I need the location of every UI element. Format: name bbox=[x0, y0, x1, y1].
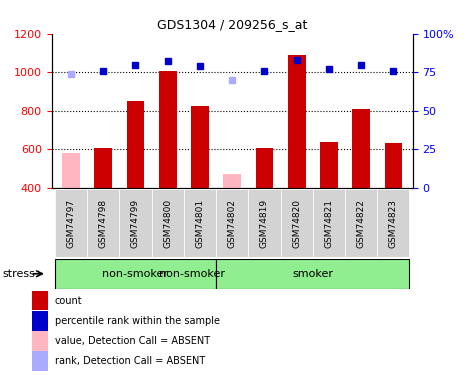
Bar bbox=[62, 153, 80, 188]
Bar bbox=[32, 291, 48, 310]
Text: GSM74800: GSM74800 bbox=[163, 199, 172, 248]
Bar bbox=[216, 259, 409, 289]
Bar bbox=[127, 101, 144, 188]
Bar bbox=[159, 71, 176, 188]
Bar bbox=[320, 142, 338, 188]
FancyBboxPatch shape bbox=[151, 189, 184, 257]
Text: stress: stress bbox=[2, 269, 35, 279]
Text: non-smoker: non-smoker bbox=[102, 269, 168, 279]
FancyBboxPatch shape bbox=[55, 189, 87, 257]
Bar bbox=[288, 55, 305, 188]
Bar bbox=[94, 147, 112, 188]
FancyBboxPatch shape bbox=[87, 189, 119, 257]
FancyBboxPatch shape bbox=[119, 189, 151, 257]
Text: GSM74820: GSM74820 bbox=[292, 199, 301, 248]
Text: GSM74823: GSM74823 bbox=[389, 199, 398, 248]
Text: GSM74798: GSM74798 bbox=[98, 199, 108, 248]
Bar bbox=[55, 259, 216, 289]
Bar bbox=[385, 143, 402, 188]
Text: GSM74799: GSM74799 bbox=[131, 199, 140, 248]
Bar bbox=[32, 311, 48, 330]
Bar bbox=[32, 351, 48, 371]
Text: GSM74822: GSM74822 bbox=[356, 199, 366, 248]
Text: GSM74802: GSM74802 bbox=[227, 199, 237, 248]
Title: GDS1304 / 209256_s_at: GDS1304 / 209256_s_at bbox=[157, 18, 307, 31]
FancyBboxPatch shape bbox=[313, 189, 345, 257]
Text: GSM74821: GSM74821 bbox=[325, 199, 333, 248]
Text: value, Detection Call = ABSENT: value, Detection Call = ABSENT bbox=[54, 336, 210, 346]
FancyBboxPatch shape bbox=[248, 189, 280, 257]
Text: GSM74797: GSM74797 bbox=[67, 199, 76, 248]
Text: percentile rank within the sample: percentile rank within the sample bbox=[54, 316, 219, 326]
Text: count: count bbox=[54, 296, 82, 306]
FancyBboxPatch shape bbox=[280, 189, 313, 257]
Bar bbox=[32, 332, 48, 351]
Bar bbox=[352, 109, 370, 188]
Text: non-smoker: non-smoker bbox=[159, 269, 225, 279]
Text: rank, Detection Call = ABSENT: rank, Detection Call = ABSENT bbox=[54, 356, 205, 366]
FancyBboxPatch shape bbox=[184, 189, 216, 257]
Bar bbox=[191, 106, 209, 188]
Text: smoker: smoker bbox=[292, 269, 333, 279]
FancyBboxPatch shape bbox=[377, 189, 409, 257]
Text: GSM74819: GSM74819 bbox=[260, 199, 269, 248]
FancyBboxPatch shape bbox=[216, 189, 248, 257]
FancyBboxPatch shape bbox=[345, 189, 377, 257]
Bar bbox=[223, 174, 241, 188]
Text: GSM74801: GSM74801 bbox=[196, 199, 204, 248]
Bar bbox=[256, 148, 273, 188]
